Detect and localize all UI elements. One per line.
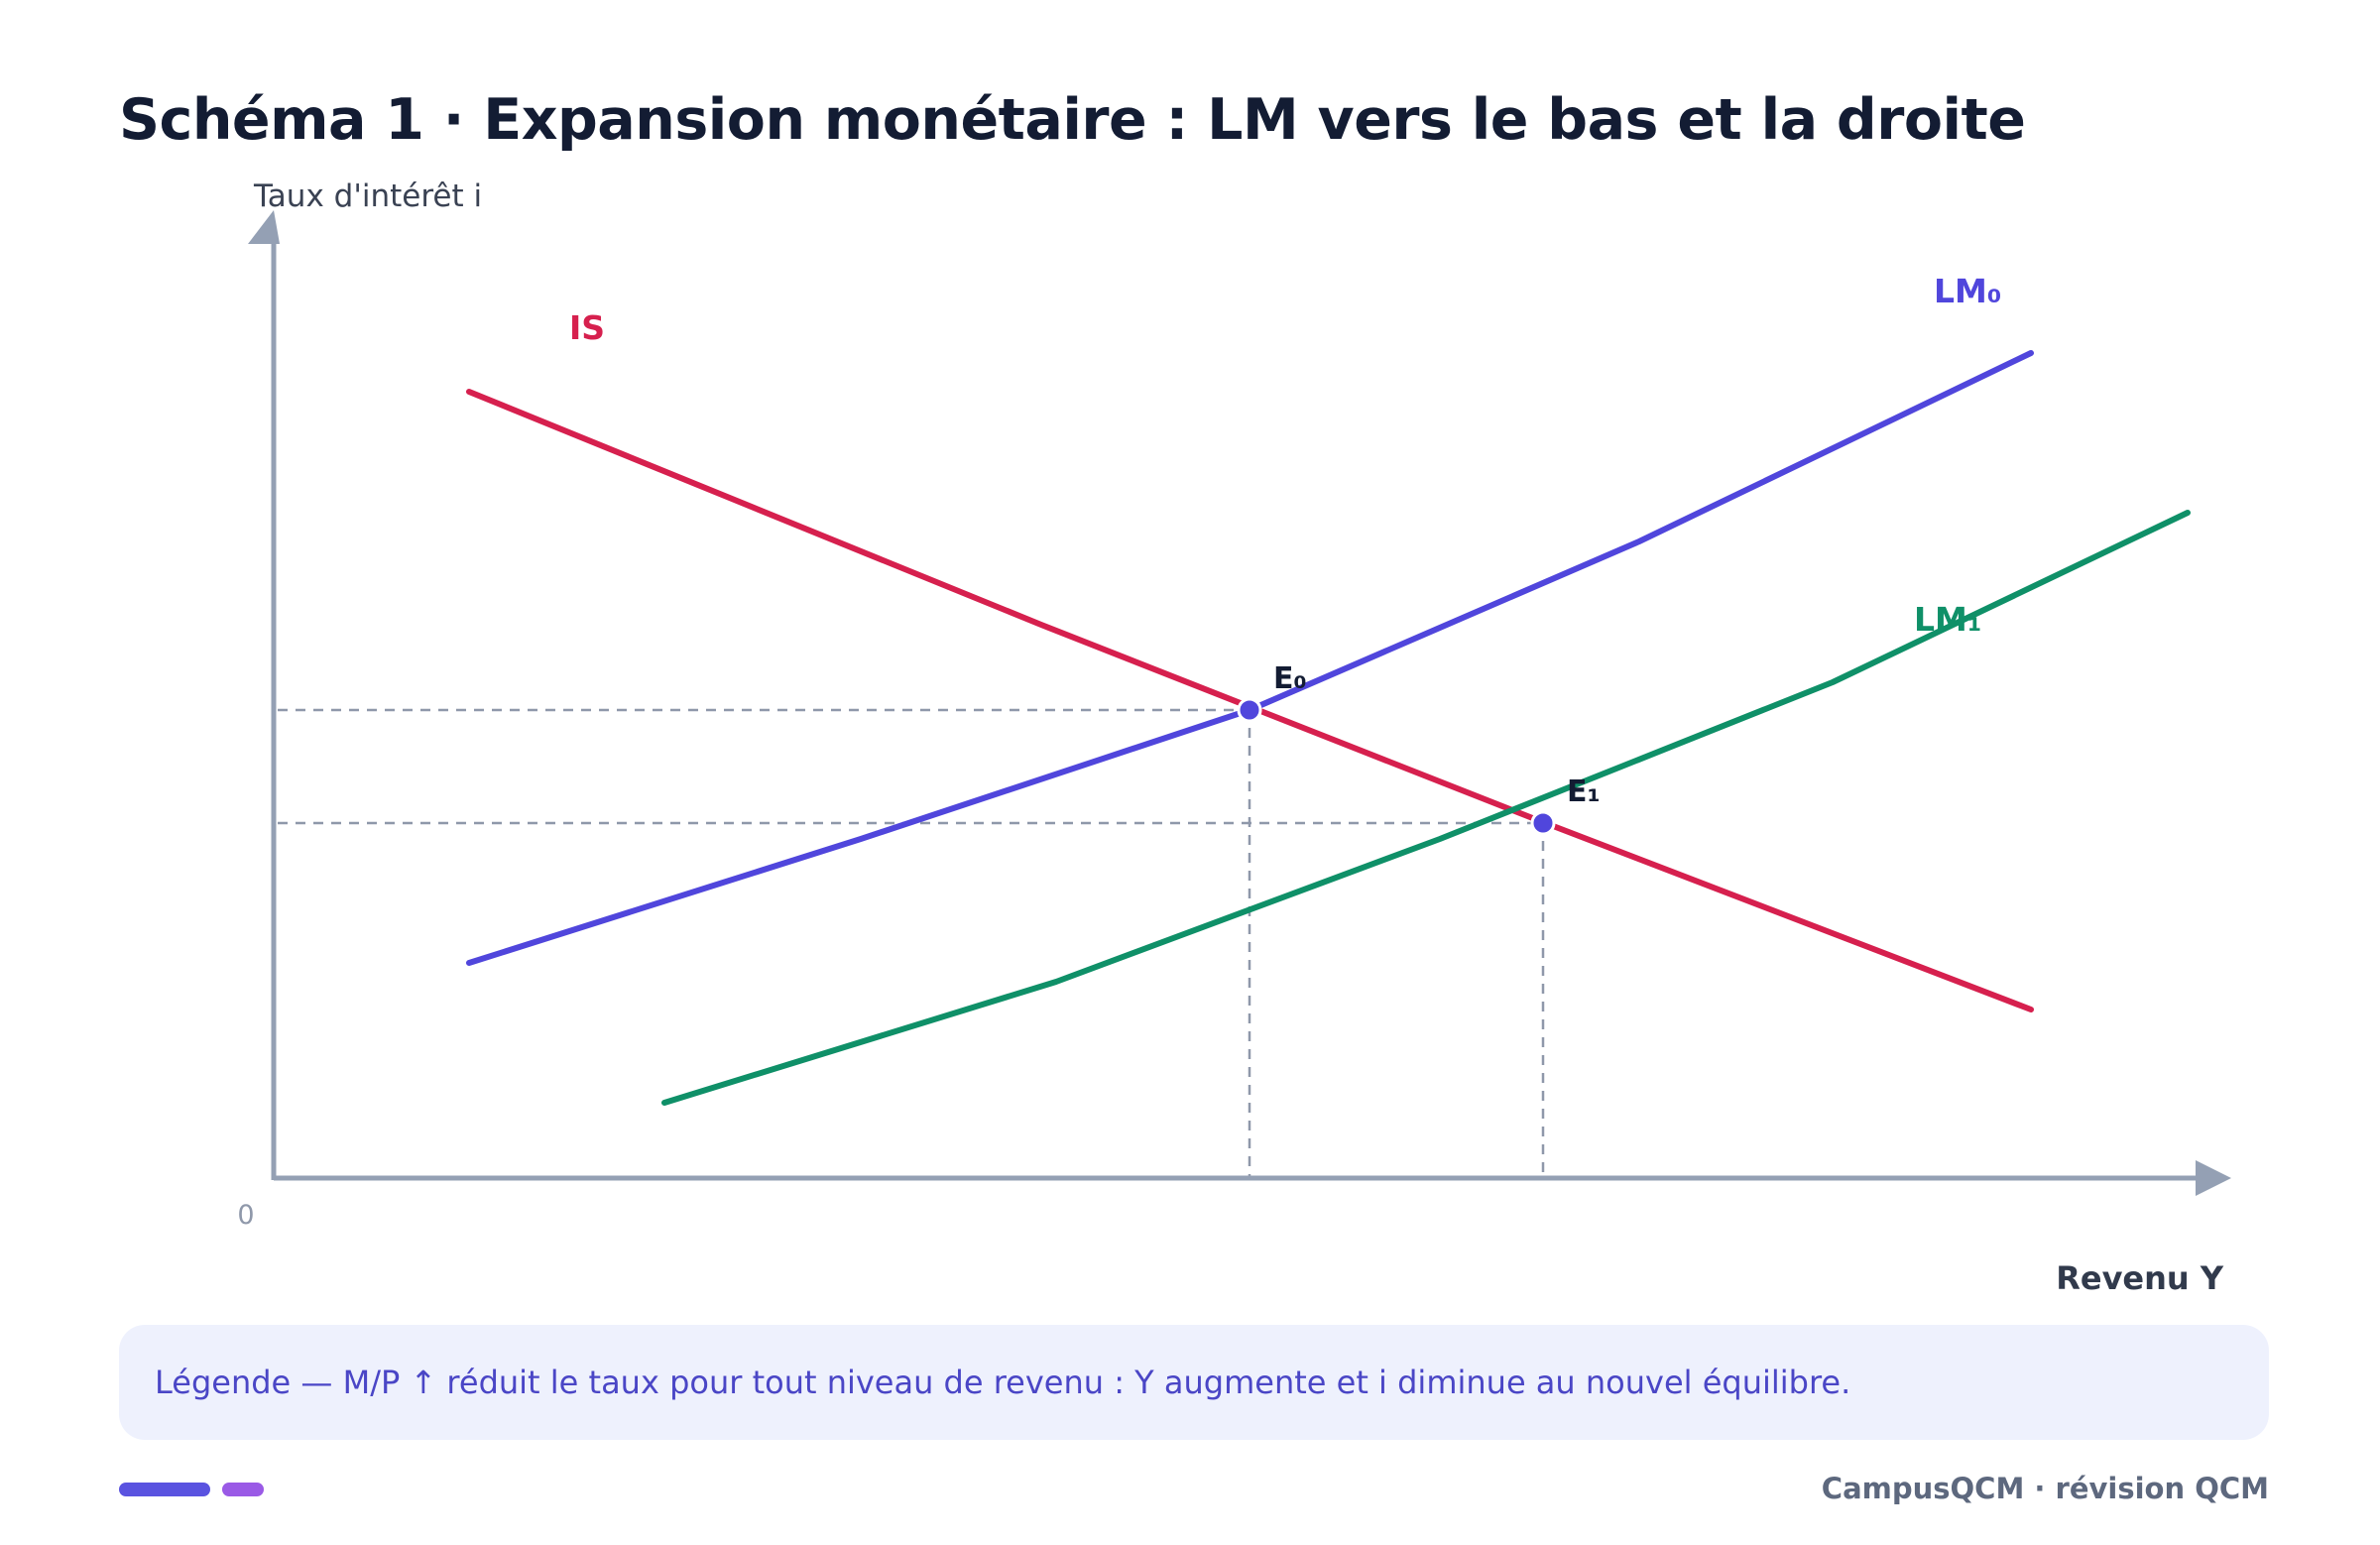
y-axis-arrow-icon xyxy=(248,210,280,244)
x-axis-arrow-icon xyxy=(2196,1160,2231,1196)
e0-label: E₀ xyxy=(1273,661,1307,696)
accent-bar-primary xyxy=(119,1483,210,1496)
lm1-curve xyxy=(661,510,2191,1106)
lm1-curve-label: LM₁ xyxy=(1914,600,1981,639)
is-curve xyxy=(466,389,2034,1012)
legend-box: Légende — M/P ↑ réduit le taux pour tout… xyxy=(119,1325,2269,1440)
e1-label: E₁ xyxy=(1567,774,1601,809)
accent-bar-secondary xyxy=(222,1483,264,1496)
y-axis-label: Taux d'intérêt i xyxy=(253,178,482,214)
page-title: Schéma 1 · Expansion monétaire : LM vers… xyxy=(119,87,2026,153)
lm0-curve-label: LM₀ xyxy=(1934,272,2001,310)
legend-text: Légende — M/P ↑ réduit le taux pour tout… xyxy=(155,1364,1851,1401)
x-axis-label: Revenu Y xyxy=(2056,1259,2224,1297)
is-curve-label: IS xyxy=(569,308,605,347)
equilibrium-point-e0 xyxy=(1237,697,1262,723)
brand-footer: CampusQCM · révision QCM xyxy=(1821,1472,2269,1505)
equilibrium-point-e1 xyxy=(1530,810,1556,836)
origin-label: 0 xyxy=(237,1200,254,1231)
